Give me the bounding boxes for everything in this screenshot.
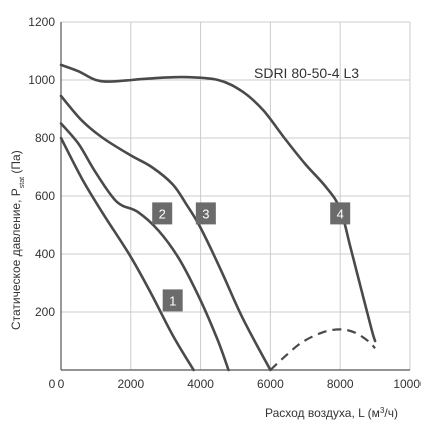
- x-tick-label: 0: [58, 377, 65, 391]
- x-tick-label: 2000: [117, 377, 144, 391]
- series-curve-3: [59, 94, 272, 372]
- curves: 1 2 3 4: [59, 63, 377, 372]
- series-badge-1: [162, 289, 183, 312]
- series-badge-3: [195, 202, 216, 225]
- series-curve-4: [59, 63, 377, 343]
- y-tick-label: 1200: [28, 15, 55, 29]
- series-badge-2: [152, 202, 173, 225]
- x-axis-title-main: Расход воздуха, L (м: [265, 406, 380, 420]
- x-axis-title-sup: 3: [380, 406, 385, 415]
- y-axis-title: Статическое давление, Pstat (Па): [9, 150, 26, 330]
- series-curve-2: [59, 122, 230, 372]
- grid: [60, 21, 411, 371]
- x-tick-label: 6000: [257, 377, 284, 391]
- y-tick-label: 200: [35, 305, 55, 319]
- series-badge-label-2: 2: [159, 206, 166, 221]
- y-tick-label: 400: [35, 247, 55, 261]
- series-curve-1: [59, 136, 195, 372]
- x-tick-label: 4000: [187, 377, 214, 391]
- y-tick-label: 800: [35, 131, 55, 145]
- tick-labels: 0200040006000800010000200400600800100012…: [28, 15, 421, 391]
- y-tick-label: 600: [35, 189, 55, 203]
- dashed-curve: [269, 328, 376, 371]
- series-badge-label-4: 4: [337, 206, 344, 221]
- series-badge-label-3: 3: [202, 206, 209, 221]
- series-badge-label-1: 1: [169, 293, 176, 308]
- model-label: SDRI 80-50-4 L3: [254, 65, 359, 81]
- origin-tick-label: 0: [49, 377, 56, 391]
- x-axis-title-end: /ч): [384, 406, 398, 420]
- x-tick-label: 10000: [393, 377, 421, 391]
- x-axis-title: Расход воздуха, L (м3/ч): [265, 406, 398, 421]
- y-axis-title-end: (Па): [9, 150, 23, 177]
- series-badge-4: [330, 202, 351, 225]
- x-tick-label: 8000: [327, 377, 354, 391]
- y-tick-label: 1000: [28, 73, 55, 87]
- y-axis-title-sub: stat: [19, 177, 26, 188]
- y-axis-title-main: Статическое давление, P: [9, 188, 23, 330]
